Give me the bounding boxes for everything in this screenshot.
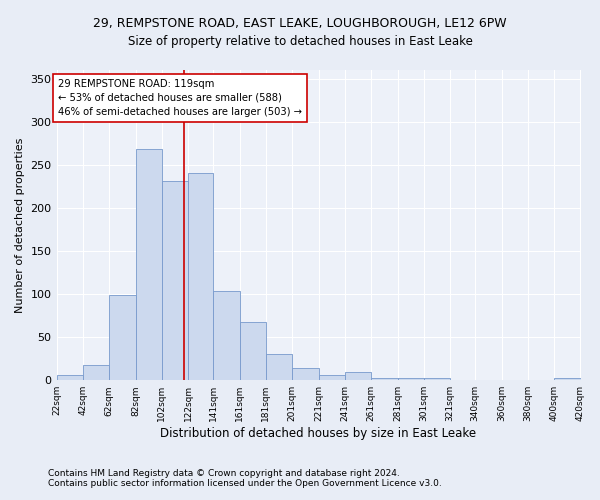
Bar xyxy=(398,378,424,380)
Bar xyxy=(56,375,83,380)
Bar xyxy=(266,354,292,380)
Bar xyxy=(83,364,109,380)
Bar xyxy=(162,181,188,380)
Text: Size of property relative to detached houses in East Leake: Size of property relative to detached ho… xyxy=(128,35,472,48)
Text: 29 REMPSTONE ROAD: 119sqm
← 53% of detached houses are smaller (588)
46% of semi: 29 REMPSTONE ROAD: 119sqm ← 53% of detac… xyxy=(58,78,302,116)
Bar xyxy=(188,172,213,380)
Bar xyxy=(136,150,162,380)
Bar xyxy=(345,372,371,380)
X-axis label: Distribution of detached houses by size in East Leake: Distribution of detached houses by size … xyxy=(160,427,476,440)
Bar xyxy=(554,378,581,380)
Text: 29, REMPSTONE ROAD, EAST LEAKE, LOUGHBOROUGH, LE12 6PW: 29, REMPSTONE ROAD, EAST LEAKE, LOUGHBOR… xyxy=(93,18,507,30)
Bar xyxy=(292,368,319,380)
Bar xyxy=(109,295,136,380)
Bar xyxy=(213,290,239,380)
Bar xyxy=(371,378,398,380)
Bar xyxy=(239,322,266,380)
Text: Contains HM Land Registry data © Crown copyright and database right 2024.: Contains HM Land Registry data © Crown c… xyxy=(48,468,400,477)
Bar xyxy=(424,378,450,380)
Y-axis label: Number of detached properties: Number of detached properties xyxy=(15,138,25,313)
Bar xyxy=(319,375,345,380)
Text: Contains public sector information licensed under the Open Government Licence v3: Contains public sector information licen… xyxy=(48,478,442,488)
